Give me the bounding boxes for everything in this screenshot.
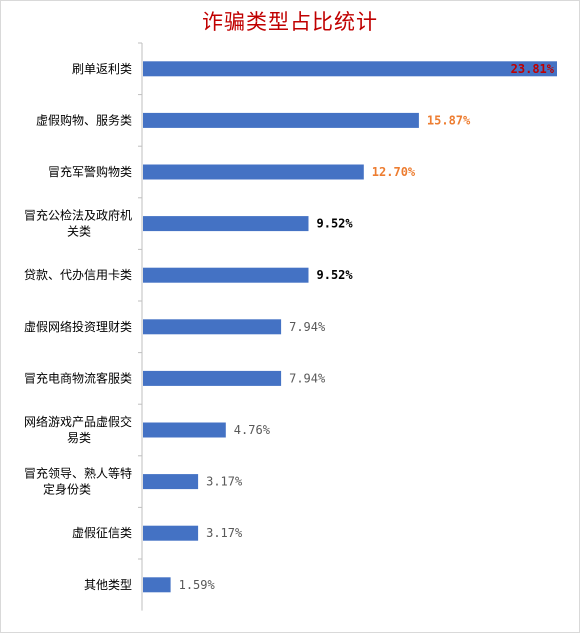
data-label: 3.17% xyxy=(206,475,243,489)
category-label: 冒充电商物流客服类 xyxy=(24,370,132,385)
data-label: 9.52% xyxy=(317,217,354,231)
category-label-line: 网络游戏产品虚假交 xyxy=(24,414,132,429)
category-label-line: 关类 xyxy=(67,225,91,239)
bar xyxy=(143,267,309,283)
data-label: 7.94% xyxy=(289,371,326,385)
category-label: 虚假网络投资理财类 xyxy=(24,319,132,334)
category-label-line: 定身份类 xyxy=(43,482,91,497)
category-label: 贷款、代办信用卡类 xyxy=(24,267,132,282)
bar xyxy=(143,164,364,180)
category-label: 网络游戏产品虚假交易类 xyxy=(24,414,132,445)
bar xyxy=(143,61,557,77)
data-label: 15.87% xyxy=(427,113,471,127)
bar xyxy=(143,577,171,593)
category-label-line: 其他类型 xyxy=(84,578,132,592)
bar xyxy=(143,216,309,232)
category-label: 其他类型 xyxy=(84,578,132,592)
bar xyxy=(143,112,419,128)
bar xyxy=(143,474,199,490)
bar xyxy=(143,319,282,335)
category-label-line: 冒充公检法及政府机 xyxy=(24,208,132,223)
category-label: 冒充领导、熟人等特定身份类 xyxy=(24,466,132,497)
bar xyxy=(143,370,282,386)
category-label: 刷单返利类 xyxy=(72,62,132,76)
category-label-line: 虚假网络投资理财类 xyxy=(24,319,132,334)
data-label: 1.59% xyxy=(179,578,216,592)
bar xyxy=(143,525,199,541)
category-label-line: 冒充领导、熟人等特 xyxy=(24,466,132,481)
chart-title: 诈骗类型占比统计 xyxy=(202,10,378,34)
category-label-line: 易类 xyxy=(67,431,91,445)
category-label-line: 冒充电商物流客服类 xyxy=(24,370,132,385)
data-label: 3.17% xyxy=(206,526,243,540)
data-label: 12.70% xyxy=(372,165,416,179)
data-label: 23.81% xyxy=(511,62,555,76)
category-label-line: 虚假购物、服务类 xyxy=(36,112,132,127)
category-label: 虚假征信类 xyxy=(72,526,132,540)
category-label-line: 冒充军警购物类 xyxy=(48,164,132,179)
category-label-line: 虚假征信类 xyxy=(72,526,132,540)
data-label: 7.94% xyxy=(289,320,326,334)
data-label: 9.52% xyxy=(317,268,354,282)
category-label: 虚假购物、服务类 xyxy=(36,112,132,127)
category-label: 冒充军警购物类 xyxy=(48,164,132,179)
category-label-line: 贷款、代办信用卡类 xyxy=(24,267,132,282)
category-label-line: 刷单返利类 xyxy=(72,62,132,76)
category-label: 冒充公检法及政府机关类 xyxy=(24,208,132,239)
data-label: 4.76% xyxy=(234,423,271,437)
bar xyxy=(143,422,226,438)
